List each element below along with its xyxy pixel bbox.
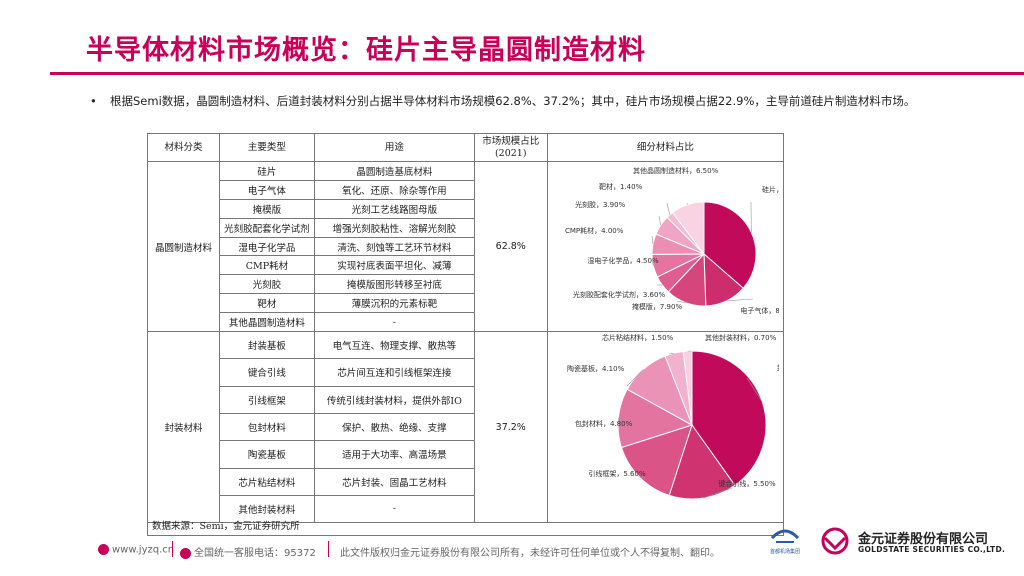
data-label-4: 湿电子化学品，4.50% — [587, 256, 659, 265]
header-category: 材料分类 — [147, 133, 220, 162]
logo-left-text: 首都机场集团 — [770, 548, 800, 555]
use-cell: 芯片间互连和引线框架连接 — [313, 358, 475, 387]
footer-website[interactable]: www.jyzq.cn — [98, 544, 174, 556]
footer-hotline: 全国统一客服电话：95372 — [180, 544, 316, 559]
company-name-en: GOLDSTATE SECURITIES CO.,LTD. — [858, 545, 1006, 554]
leader-line-1 — [703, 487, 733, 499]
leader-line-1 — [726, 298, 754, 302]
data-label-1: 电子气体，8.20% — [740, 306, 779, 315]
type-cell: 光刻胶 — [218, 274, 315, 295]
data-label-0: 硅片，22.90% — [762, 185, 779, 194]
airport-group-logo: 首都机场集团 — [770, 529, 800, 555]
data-label-2: 掩模版，7.90% — [632, 302, 683, 311]
bullet-dot: • — [90, 94, 97, 108]
header-sub-share: 细分材料占比 — [546, 133, 785, 162]
data-label-7: 靶材，1.40% — [599, 182, 643, 191]
page-title: 半导体材料市场概览：硅片主导晶圆制造材料 — [86, 35, 646, 66]
use-cell: 实现衬底表面平坦化、减薄 — [313, 255, 475, 276]
type-cell: 其他封装材料 — [218, 494, 315, 524]
header-use: 用途 — [313, 133, 475, 162]
footer: www.jyzq.cn 全国统一客服电话：95372 此文件版权归金元证券股份有… — [0, 536, 1024, 576]
data-label-2: 引线框架，5.60% — [588, 469, 646, 478]
leader-line-5 — [651, 235, 654, 245]
type-cell: 封装基板 — [218, 331, 315, 360]
data-label-6: 其他封装材料，0.70% — [705, 333, 777, 342]
phone-icon — [180, 547, 191, 559]
data-label-0: 封装基板，14.90% — [777, 363, 779, 372]
data-label-8: 其他晶圆制造材料，6.50% — [633, 166, 719, 175]
use-cell: 保护、散热、绝缘、支撑 — [313, 412, 475, 442]
title-divider — [50, 72, 1024, 75]
data-label-4: 陶瓷基板，4.10% — [567, 364, 625, 373]
footer-disclaimer: 此文件版权归金元证券股份有限公司所有，未经许可任何单位或个人不得复制、翻印。 — [340, 548, 720, 559]
leader-line-5 — [668, 352, 675, 355]
type-cell: 靶材 — [218, 293, 315, 314]
data-label-3: 光刻胶配套化学试剂，3.60% — [573, 290, 666, 299]
company-name-cn: 金元证券股份有限公司 — [858, 532, 989, 547]
share-wafer: 62.8% — [473, 160, 548, 333]
use-cell: 芯片封装、固晶工艺材料 — [313, 467, 475, 496]
type-cell: 键合引线 — [218, 358, 315, 387]
leader-line-6 — [658, 215, 661, 226]
header-share: 市场规模占比 (2021) — [473, 133, 548, 162]
hotline-text: 全国统一客服电话：95372 — [194, 548, 316, 559]
type-cell: 芯片粘结材料 — [218, 467, 315, 496]
data-label-5: 芯片粘结材料，1.50% — [602, 333, 674, 342]
header-type: 主要类型 — [218, 133, 315, 162]
data-label-5: CMP耗材，4.00% — [565, 226, 624, 235]
wafer-pie-chart: 硅片，22.90% 电子气体，8.20% 掩模版，7.90% 光刻胶配套化学试剂，3.… — [565, 166, 779, 315]
globe-icon — [98, 544, 109, 555]
use-cell: 薄膜沉积的元素标靶 — [313, 293, 475, 314]
leader-line-7 — [666, 202, 671, 215]
goldstate-logo — [821, 527, 849, 555]
data-label-1: 键合引线，5.50% — [718, 479, 776, 488]
footer-divider — [172, 541, 173, 557]
leader-line-3 — [618, 417, 620, 427]
type-cell: CMP耗材 — [218, 255, 315, 276]
type-cell: 引线框架 — [218, 385, 315, 414]
footer-divider — [328, 541, 329, 557]
bullet-text: 根据Semi数据，晶圆制造材料、后道封装材料分别占据半导体材料市场规模62.8%… — [110, 94, 916, 108]
use-cell: 适用于大功率、高温场景 — [313, 440, 475, 469]
pie-slice-0 — [703, 201, 757, 289]
leader-line-0 — [746, 377, 763, 403]
data-source: 数据来源：Semi，金元证券研究所 — [147, 518, 784, 536]
data-label-6: 光刻胶，3.90% — [575, 200, 626, 209]
type-cell: 陶瓷基板 — [218, 440, 315, 469]
leader-line-4 — [651, 259, 654, 267]
type-cell: 包封材料 — [218, 412, 315, 442]
pie-slice-2 — [620, 424, 693, 497]
leader-line-2 — [676, 300, 686, 303]
use-cell: 掩模版图形转移至衬底 — [313, 274, 475, 295]
leader-line-2 — [639, 476, 646, 479]
website-text: www.jyzq.cn — [112, 544, 175, 556]
use-cell: 电气互连、物理支撑、散热等 — [313, 331, 475, 360]
leader-line-4 — [626, 369, 644, 387]
packaging-pie-chart: 封装基板，14.90% 键合引线，5.50% 引线框架，5.60% 包封材料，4.80… — [567, 333, 779, 500]
use-cell: - — [313, 494, 475, 524]
summary-bullet: • 根据Semi数据，晶圆制造材料、后道封装材料分别占据半导体材料市场规模62.… — [90, 90, 970, 113]
use-cell: 传统引线封装材料，提供外部IO — [313, 385, 475, 414]
data-label-3: 包封材料，4.80% — [575, 419, 633, 428]
